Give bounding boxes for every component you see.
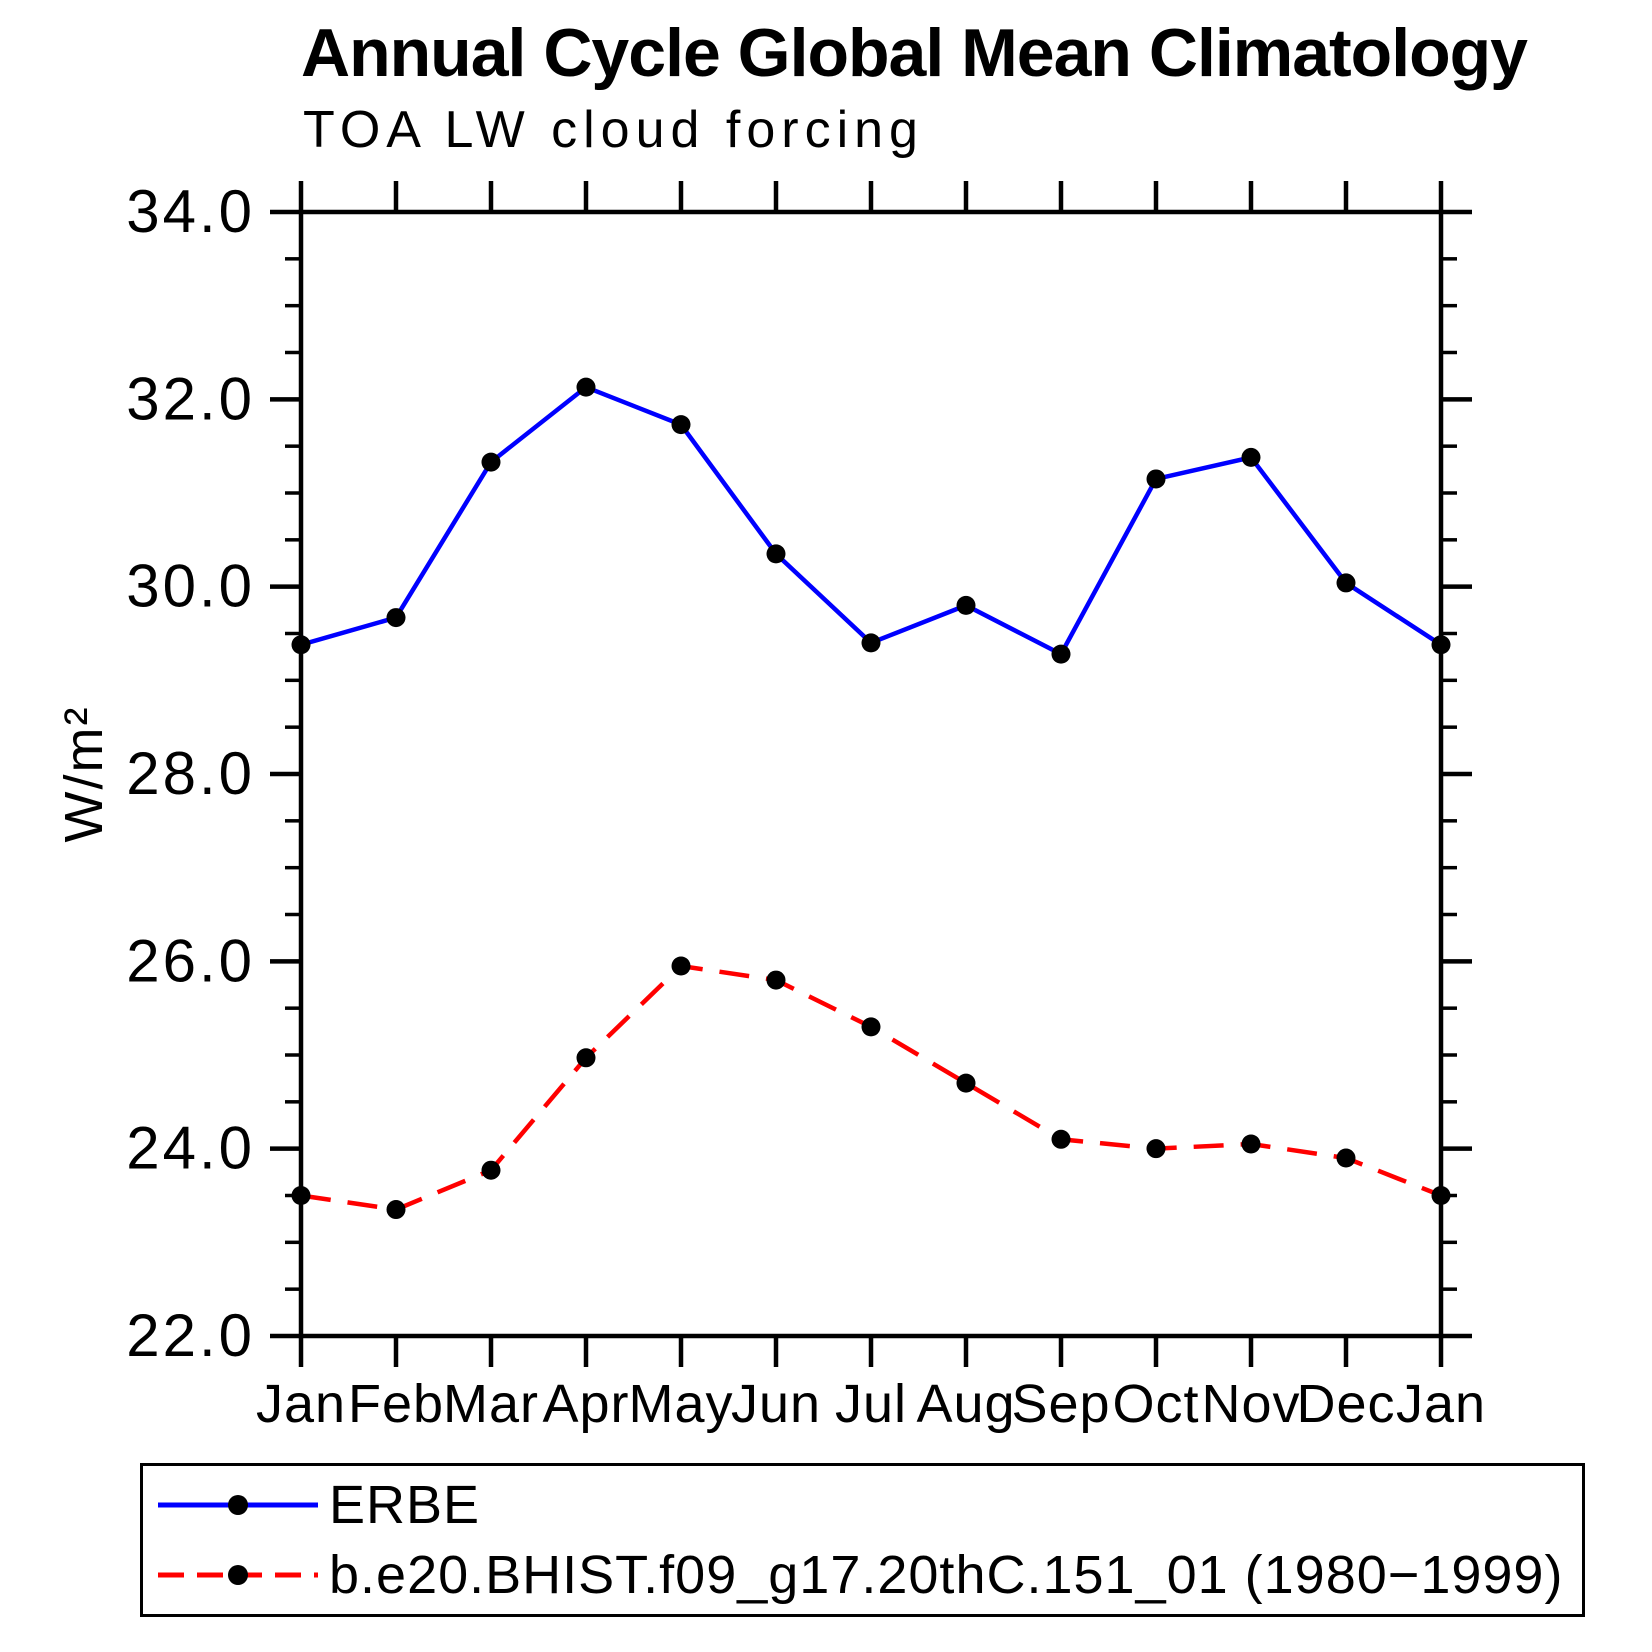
- model-series-line: [300, 963, 1442, 1212]
- legend-row-erbe: ERBE: [155, 1473, 1582, 1537]
- x-axis-tick-label: May: [628, 1374, 733, 1434]
- model-marker: [1336, 1148, 1356, 1168]
- x-axis-tick-label: Jul: [835, 1374, 907, 1434]
- model-marker: [1241, 1134, 1261, 1154]
- model-marker: [1431, 1186, 1451, 1205]
- legend: ERBE b.e20.BHIST.f09_g17.20thC.151_01 (1…: [140, 1463, 1585, 1617]
- y-axis-tick-label: 30.0: [126, 553, 255, 620]
- x-axis-tick-label: Apr: [542, 1374, 629, 1434]
- x-axis-tick-label: Nov: [1201, 1374, 1300, 1434]
- x-axis-tick-label: Jan: [1396, 1374, 1486, 1434]
- erbe-marker: [1241, 447, 1261, 467]
- y-axis-tick-label: 26.0: [126, 927, 255, 994]
- model-marker: [291, 1186, 311, 1205]
- model-marker: [1146, 1139, 1166, 1159]
- model-marker: [671, 956, 691, 976]
- y-axis-tick-label: 22.0: [126, 1302, 255, 1369]
- y-axis-tick-label: 32.0: [126, 365, 255, 432]
- x-axis-tick-label: Sep: [1011, 1374, 1110, 1434]
- model-marker: [576, 1048, 596, 1068]
- erbe-marker: [766, 544, 786, 564]
- plot-box: [298, 209, 1444, 1339]
- x-axis-tick-label: Mar: [443, 1374, 539, 1434]
- erbe-marker: [386, 608, 406, 628]
- y-axis-tick-label: 28.0: [126, 740, 255, 807]
- erbe-legend-marker-icon: [228, 1495, 248, 1515]
- x-axis-tick-label: Aug: [916, 1374, 1015, 1434]
- x-axis-tick-label: Feb: [348, 1374, 444, 1434]
- x-axis-tick-label: Jun: [731, 1374, 821, 1434]
- model-marker: [766, 970, 786, 990]
- chart-title: Annual Cycle Global Mean Climatology: [301, 15, 1528, 91]
- x-axis-tick-label: Oct: [1112, 1374, 1199, 1434]
- model-marker: [1051, 1129, 1071, 1149]
- legend-swatch-erbe: [158, 1495, 318, 1515]
- erbe-marker: [1051, 644, 1071, 664]
- erbe-marker: [1431, 635, 1451, 655]
- erbe-marker: [1146, 469, 1166, 489]
- legend-swatch-model: [158, 1565, 318, 1585]
- erbe-marker: [671, 415, 691, 435]
- x-axis-tick-label: Jan: [256, 1374, 346, 1434]
- erbe-series-line: [300, 384, 1443, 658]
- model-marker: [861, 1017, 881, 1037]
- y-axis-tick-label: 34.0: [126, 178, 255, 245]
- model-legend-marker-icon: [228, 1565, 248, 1585]
- legend-row-model: b.e20.BHIST.f09_g17.20thC.151_01 (1980−1…: [155, 1543, 1582, 1607]
- chart-subtitle: TOA LW cloud forcing: [303, 101, 924, 159]
- y-axis-tick-label: 24.0: [126, 1115, 255, 1182]
- erbe-marker: [956, 595, 976, 615]
- x-axis-tick-label: Dec: [1296, 1374, 1395, 1434]
- legend-label-model: b.e20.BHIST.f09_g17.20thC.151_01 (1980−1…: [329, 1545, 1564, 1605]
- model-marker: [956, 1073, 976, 1093]
- erbe-marker: [861, 633, 881, 653]
- model-marker: [481, 1160, 501, 1180]
- erbe-marker: [291, 635, 311, 655]
- legend-label-erbe: ERBE: [329, 1475, 481, 1535]
- erbe-marker: [1336, 573, 1356, 593]
- model-marker: [386, 1200, 406, 1220]
- erbe-marker: [481, 452, 501, 472]
- erbe-marker: [576, 377, 596, 397]
